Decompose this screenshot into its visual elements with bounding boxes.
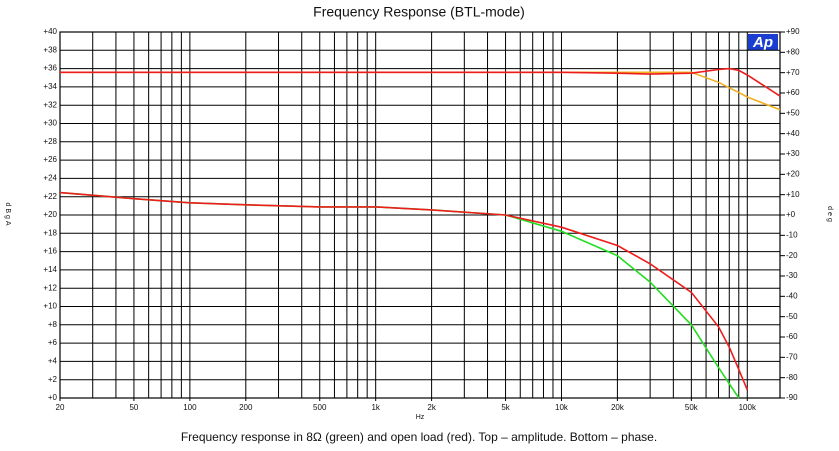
y2-tick-label: -90 <box>786 393 798 402</box>
y2-tick-label: +90 <box>786 27 800 36</box>
y2-tick-label: +40 <box>786 129 800 138</box>
y-tick-label: +16 <box>43 247 57 256</box>
y-tick-label: +14 <box>43 265 57 274</box>
y-tick-label: +40 <box>43 27 57 36</box>
y-tick-label: +12 <box>43 283 57 292</box>
y2-tick-label: -20 <box>786 251 798 260</box>
logo-box <box>748 34 778 50</box>
x-tick-label: 10k <box>555 403 569 412</box>
y-tick-label: +4 <box>48 357 58 366</box>
x-tick-label: 1k <box>371 403 380 412</box>
y-tick-label: +34 <box>43 82 57 91</box>
series-line <box>60 71 781 111</box>
y2-tick-label: +30 <box>786 149 800 158</box>
y2-tick-label: -70 <box>786 352 798 361</box>
caption: Frequency response in 8Ω (green) and ope… <box>181 430 657 444</box>
y2-tick-label: -10 <box>786 230 798 239</box>
logo: Ap <box>752 34 773 51</box>
y-tick-label: +8 <box>48 320 58 329</box>
y2-tick-label: +20 <box>786 169 800 178</box>
y-axis-label: dBgA <box>4 202 11 227</box>
series-line <box>59 191 740 399</box>
y-tick-label: +2 <box>48 375 58 384</box>
y-tick-label: +32 <box>43 100 57 109</box>
y2-axis-label: deg <box>826 206 833 224</box>
y-tick-label: +10 <box>43 302 57 311</box>
y-tick-label: +0 <box>48 393 58 402</box>
y-tick-label: +28 <box>43 137 57 146</box>
y2-tick-label: -60 <box>786 332 798 341</box>
x-tick-label: 100k <box>739 403 757 412</box>
y-tick-label: +6 <box>48 338 58 347</box>
y2-tick-label: -40 <box>786 291 798 300</box>
x-axis-label: Hz <box>416 414 425 421</box>
x-tick-label: 50k <box>685 403 699 412</box>
y-tick-label: +26 <box>43 155 57 164</box>
x-tick-label: 20 <box>56 403 65 412</box>
series-line <box>59 191 749 391</box>
x-tick-label: 5k <box>501 403 510 412</box>
y2-tick-label: +70 <box>786 68 800 77</box>
y-tick-label: +20 <box>43 210 57 219</box>
y2-tick-label: -30 <box>786 271 798 280</box>
x-tick-label: 500 <box>313 403 327 412</box>
chart-title: Frequency Response (BTL-mode) <box>313 4 525 20</box>
y-tick-label: +36 <box>43 64 57 73</box>
y-tick-label: +30 <box>43 119 57 128</box>
y-tick-label: +22 <box>43 192 57 201</box>
x-tick-label: 2k <box>427 403 436 412</box>
y2-tick-label: +60 <box>786 88 800 97</box>
x-tick-label: 50 <box>129 403 138 412</box>
y2-tick-label: +10 <box>786 190 800 199</box>
y2-tick-label: +0 <box>786 210 796 219</box>
y-tick-label: +24 <box>43 174 57 183</box>
y-tick-label: +18 <box>43 228 57 237</box>
plot-frame <box>59 31 781 399</box>
y2-tick-label: -80 <box>786 373 798 382</box>
y2-tick-label: +50 <box>786 108 800 117</box>
y2-tick-label: +80 <box>786 47 800 56</box>
x-tick-label: 20k <box>611 403 625 412</box>
series-line <box>60 67 781 97</box>
y2-tick-label: -50 <box>786 312 798 321</box>
y-tick-label: +38 <box>43 45 57 54</box>
x-tick-label: 200 <box>239 403 253 412</box>
x-tick-label: 100 <box>183 403 197 412</box>
